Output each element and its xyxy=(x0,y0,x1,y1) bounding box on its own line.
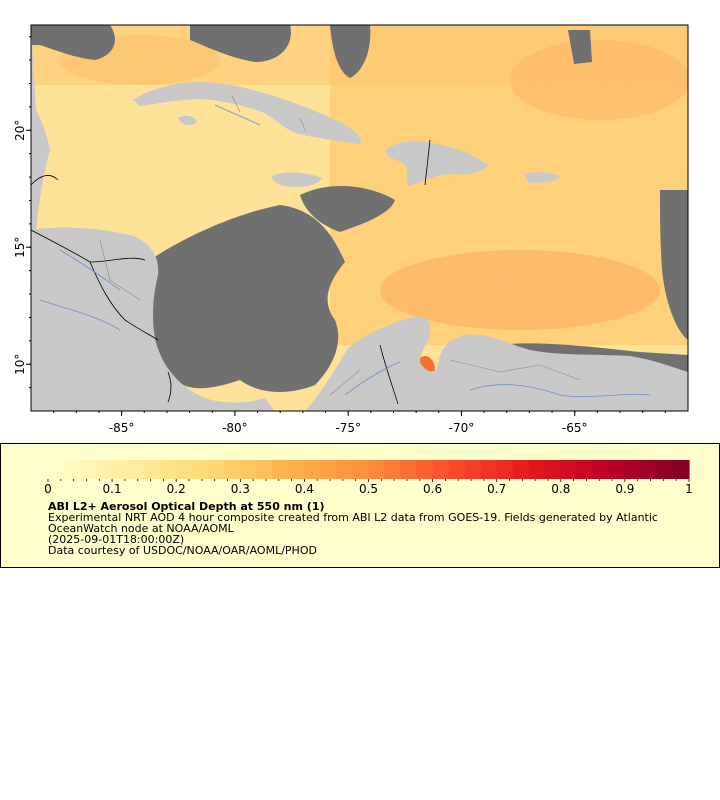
colorbar-cell xyxy=(112,460,129,479)
country-borders xyxy=(31,139,431,405)
colorbar-cell xyxy=(240,460,257,479)
colorbar-cell xyxy=(192,460,209,479)
colorbar-cell xyxy=(416,460,434,479)
colorbar-tick-label: 0.4 xyxy=(295,482,314,496)
no-data-gulf xyxy=(31,25,115,60)
colorbar-cell xyxy=(608,460,626,479)
rivers xyxy=(39,104,651,398)
province-borders xyxy=(99,95,581,396)
colorbar-cell xyxy=(672,460,690,479)
y-axis: 10° 15° 20° xyxy=(13,36,31,389)
map-panel: -85° -80° -75° -70° -65° 10° 15° 20° xyxy=(13,24,689,435)
colorbar-cell xyxy=(576,460,594,479)
legend-text: ABI L2+ Aerosol Optical Depth at 550 nm … xyxy=(48,501,688,556)
y-tick-label: 20° xyxy=(13,120,27,141)
colorbar-cell xyxy=(144,460,161,479)
land-isle-of-youth xyxy=(178,115,197,126)
colorbar-cell xyxy=(448,460,466,479)
colorbar-tick-label: 0.5 xyxy=(359,482,378,496)
no-data-gulf-mid xyxy=(190,25,291,62)
colorbar-cell xyxy=(96,460,113,479)
colorbar-cell xyxy=(80,460,97,479)
no-data-east-fringe xyxy=(660,190,688,340)
legend-timestamp: (2025-09-01T18:00:00Z) xyxy=(48,533,185,546)
legend-panel: 0 0.1 0.2 0.3 0.4 0.5 0.6 0.7 0.8 0.9 1 ABI L2+ Ae… xyxy=(0,443,720,568)
colorbar-cell xyxy=(512,460,530,479)
colorbar-ticks: 0 0.1 0.2 0.3 0.4 0.5 0.6 0.7 0.8 0.9 1 xyxy=(44,479,693,496)
no-data-western-caribbean xyxy=(149,205,345,392)
colorbar-cell xyxy=(656,460,674,479)
no-data-east-patch xyxy=(568,30,592,64)
colorbar: 0 0.1 0.2 0.3 0.4 0.5 0.6 0.7 0.8 0.9 1 xyxy=(44,460,693,496)
colorbar-cell xyxy=(208,460,225,479)
x-axis: -85° -80° -75° -70° -65° xyxy=(53,411,666,435)
legend-credit: Data courtesy of USDOC/NOAA/OAR/AOML/PHO… xyxy=(48,544,317,557)
colorbar-cell xyxy=(432,460,450,479)
legend-description: Experimental NRT AOD 4 hour composite cr… xyxy=(48,511,658,535)
colorbar-tick-label: 0.3 xyxy=(231,482,250,496)
colorbar-cell xyxy=(560,460,578,479)
aod-map: -85° -80° -75° -70° -65° 10° 15° 20° xyxy=(13,24,689,435)
land-south-america xyxy=(305,316,688,411)
colorbar-tick-label: 0.6 xyxy=(423,482,442,496)
x-tick-label: -75° xyxy=(335,421,361,435)
colorbar-cell xyxy=(224,460,241,479)
colorbar-tick-label: 1 xyxy=(685,482,693,496)
colorbar-cell xyxy=(128,460,145,479)
colorbar-cell xyxy=(352,460,370,479)
colorbar-cell xyxy=(592,460,610,479)
map-frame xyxy=(30,24,689,412)
colorbar-cell xyxy=(256,460,273,479)
colorbar-tick-label: 0 xyxy=(44,482,52,496)
x-tick-label: -65° xyxy=(562,421,588,435)
colorbar-scale xyxy=(48,460,690,479)
land-yucatan xyxy=(31,25,50,230)
colorbar-tick-label: 0.1 xyxy=(103,482,122,496)
land-jamaica xyxy=(272,172,322,187)
colorbar-tick-label: 0.7 xyxy=(487,482,506,496)
colorbar-cell xyxy=(480,460,498,479)
colorbar-cell xyxy=(528,460,546,479)
land-trinidad xyxy=(668,373,688,395)
colorbar-cell xyxy=(464,460,482,479)
colorbar-cell xyxy=(320,460,338,479)
no-data-northeast xyxy=(330,25,371,78)
land-hispaniola xyxy=(385,141,488,186)
colorbar-tick-label: 0.8 xyxy=(551,482,570,496)
colorbar-tick-label: 0.2 xyxy=(167,482,186,496)
colorbar-cell xyxy=(624,460,642,479)
colorbar-cell xyxy=(288,460,305,479)
y-tick-label: 10° xyxy=(13,354,27,375)
land-puerto-rico xyxy=(524,172,560,183)
y-tick-label: 15° xyxy=(13,237,27,258)
colorbar-cell xyxy=(400,460,418,479)
x-tick-label: -80° xyxy=(222,421,248,435)
colorbar-cell xyxy=(64,460,81,479)
colorbar-cell xyxy=(384,460,402,479)
colorbar-cell xyxy=(544,460,562,479)
x-tick-label: -70° xyxy=(449,421,475,435)
colorbar-cell xyxy=(640,460,658,479)
colorbar-cell xyxy=(176,460,193,479)
x-tick-label: -85° xyxy=(109,421,135,435)
land-central-america xyxy=(31,227,275,411)
colorbar-cell xyxy=(304,460,322,479)
colorbar-cell xyxy=(368,460,386,479)
colorbar-cell xyxy=(48,460,65,479)
colorbar-cell xyxy=(496,460,514,479)
no-data-central xyxy=(300,185,395,232)
colorbar-cell xyxy=(336,460,354,479)
legend-title: ABI L2+ Aerosol Optical Depth at 550 nm … xyxy=(48,500,325,513)
colorbar-tick-label: 0.9 xyxy=(615,482,634,496)
colorbar-cell xyxy=(272,460,289,479)
colorbar-cell xyxy=(160,460,177,479)
